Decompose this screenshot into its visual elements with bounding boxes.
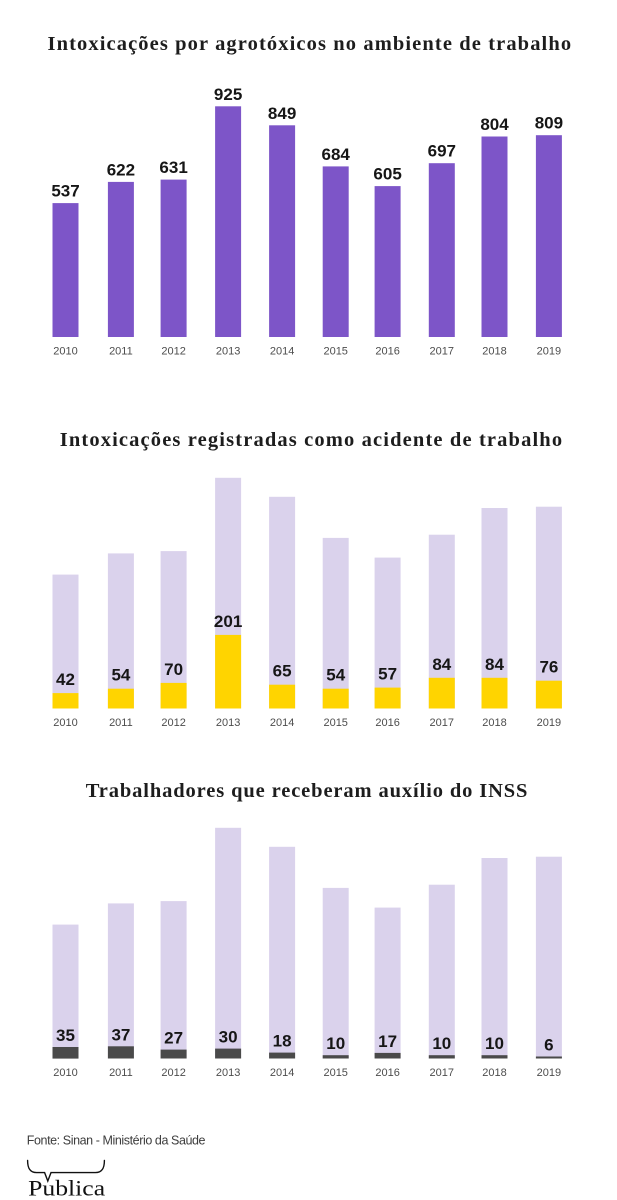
svg-text:65: 65: [273, 662, 292, 681]
svg-text:18: 18: [273, 1032, 292, 1051]
svg-text:2018: 2018: [482, 1067, 506, 1079]
svg-text:70: 70: [164, 660, 183, 679]
svg-text:6: 6: [544, 1036, 553, 1055]
svg-text:Publica: Publica: [28, 1175, 105, 1200]
svg-text:30: 30: [219, 1028, 238, 1047]
svg-text:2010: 2010: [53, 1067, 77, 1079]
svg-text:42: 42: [56, 670, 75, 689]
svg-text:631: 631: [159, 158, 187, 177]
svg-text:2011: 2011: [109, 717, 133, 729]
svg-text:2011: 2011: [109, 1067, 133, 1079]
svg-text:2017: 2017: [430, 1067, 454, 1079]
svg-text:84: 84: [485, 655, 504, 674]
svg-text:684: 684: [322, 145, 351, 164]
svg-text:2015: 2015: [323, 1067, 347, 1079]
svg-text:809: 809: [535, 114, 563, 133]
svg-text:849: 849: [268, 104, 296, 123]
svg-text:57: 57: [378, 665, 397, 684]
svg-text:2012: 2012: [161, 345, 185, 357]
svg-text:2015: 2015: [323, 717, 347, 729]
svg-text:2012: 2012: [161, 1067, 185, 1079]
svg-text:2011: 2011: [109, 345, 133, 357]
svg-text:2018: 2018: [482, 345, 506, 357]
svg-text:925: 925: [214, 85, 242, 104]
svg-text:Trabalhadores que receberam au: Trabalhadores que receberam auxílio do I…: [86, 780, 528, 802]
svg-text:84: 84: [432, 655, 451, 674]
svg-text:2013: 2013: [216, 345, 240, 357]
svg-text:54: 54: [326, 666, 345, 685]
svg-text:2016: 2016: [375, 345, 399, 357]
svg-text:622: 622: [107, 160, 135, 179]
svg-text:27: 27: [164, 1029, 183, 1048]
svg-text:Fonte: Sinan - Ministério da S: Fonte: Sinan - Ministério da Saúde: [27, 1134, 206, 1148]
svg-text:76: 76: [539, 658, 558, 677]
svg-text:10: 10: [485, 1034, 504, 1053]
svg-text:54: 54: [111, 666, 130, 685]
svg-text:2013: 2013: [216, 1067, 240, 1079]
svg-text:697: 697: [428, 142, 456, 161]
svg-text:2019: 2019: [537, 345, 561, 357]
svg-text:2014: 2014: [270, 717, 294, 729]
svg-text:804: 804: [480, 115, 509, 134]
svg-text:10: 10: [326, 1034, 345, 1053]
svg-text:2014: 2014: [270, 1067, 294, 1079]
svg-text:605: 605: [373, 165, 401, 184]
svg-text:2012: 2012: [161, 717, 185, 729]
svg-text:2017: 2017: [430, 717, 454, 729]
svg-text:17: 17: [378, 1032, 397, 1051]
svg-text:2018: 2018: [482, 717, 506, 729]
svg-text:10: 10: [432, 1034, 451, 1053]
svg-text:2017: 2017: [430, 345, 454, 357]
svg-text:2013: 2013: [216, 717, 240, 729]
svg-text:2019: 2019: [537, 1067, 561, 1079]
svg-text:35: 35: [56, 1026, 75, 1045]
svg-text:2010: 2010: [53, 717, 77, 729]
svg-text:537: 537: [51, 182, 79, 201]
svg-text:Intoxicações registradas como: Intoxicações registradas como acidente d…: [60, 429, 562, 451]
svg-text:37: 37: [111, 1025, 130, 1044]
svg-text:2010: 2010: [53, 345, 77, 357]
svg-text:2015: 2015: [323, 345, 347, 357]
svg-text:201: 201: [214, 612, 242, 631]
svg-text:2016: 2016: [375, 717, 399, 729]
svg-text:2014: 2014: [270, 345, 294, 357]
svg-text:Intoxicações por agrotóxicos n: Intoxicações por agrotóxicos no ambiente…: [48, 33, 572, 55]
svg-text:2019: 2019: [537, 717, 561, 729]
svg-text:2016: 2016: [375, 1067, 399, 1079]
